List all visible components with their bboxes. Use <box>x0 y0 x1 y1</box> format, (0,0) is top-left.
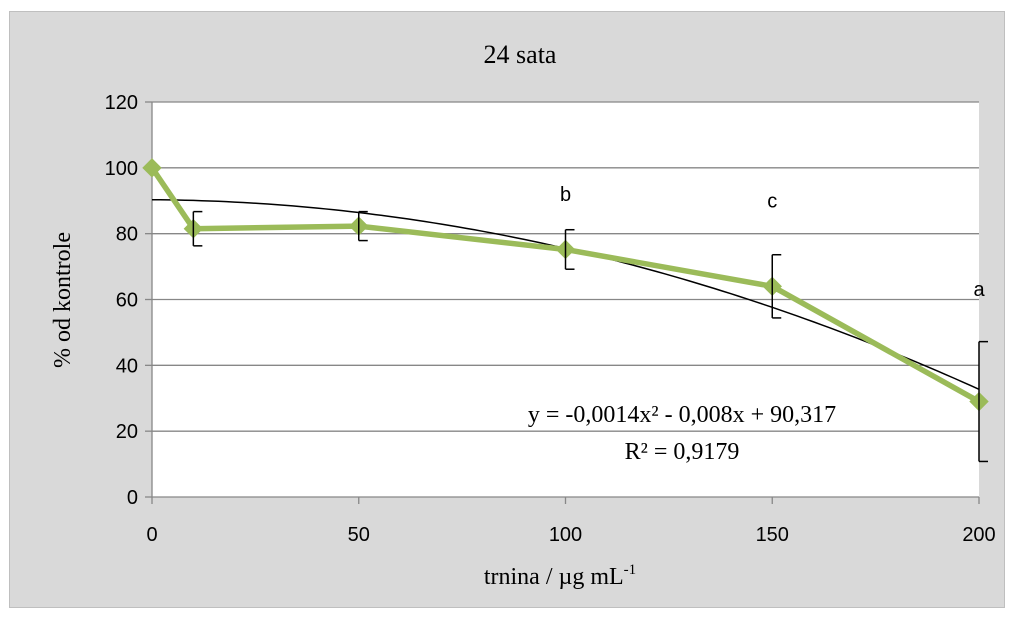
x-tick-label-100: 100 <box>549 524 582 546</box>
y-tick-label-40: 40 <box>116 355 138 377</box>
x-axis-label-main: trnina / µg mL <box>484 564 624 590</box>
axes: 0 20 40 60 80 100 120 0 50 100 150 200 <box>105 92 996 546</box>
y-tick-label-120: 120 <box>105 92 138 114</box>
x-axis-label-superscript: -1 <box>624 562 637 578</box>
data-point-0 <box>142 158 162 178</box>
y-tick-label-0: 0 <box>127 487 138 509</box>
x-axis-label: trnina / µg mL-1 <box>484 562 636 590</box>
annotation-b: b <box>560 184 571 206</box>
y-tick-label-60: 60 <box>116 290 138 312</box>
chart-title: 24 sata <box>484 40 557 69</box>
annotation-a: a <box>973 279 985 301</box>
y-tick-label-20: 20 <box>116 421 138 443</box>
x-tick-label-0: 0 <box>146 524 157 546</box>
annotation-c: c <box>767 190 777 212</box>
x-tick-label-150: 150 <box>756 524 789 546</box>
error-bars-group <box>192 210 988 463</box>
gridlines <box>152 101 979 432</box>
y-tick-label-100: 100 <box>105 158 138 180</box>
trendline-equation: y = -0,0014x² - 0,008x + 90,317 <box>528 402 836 428</box>
labels-group: b c a <box>560 184 986 301</box>
x-tick-label-200: 200 <box>962 524 995 546</box>
y-tick-label-80: 80 <box>116 224 138 246</box>
x-tick-label-50: 50 <box>348 524 370 546</box>
trendline-r-squared: R² = 0,9179 <box>625 439 740 465</box>
series-line-0 <box>149 166 981 404</box>
y-axis-label: % od kontrole <box>50 232 76 368</box>
